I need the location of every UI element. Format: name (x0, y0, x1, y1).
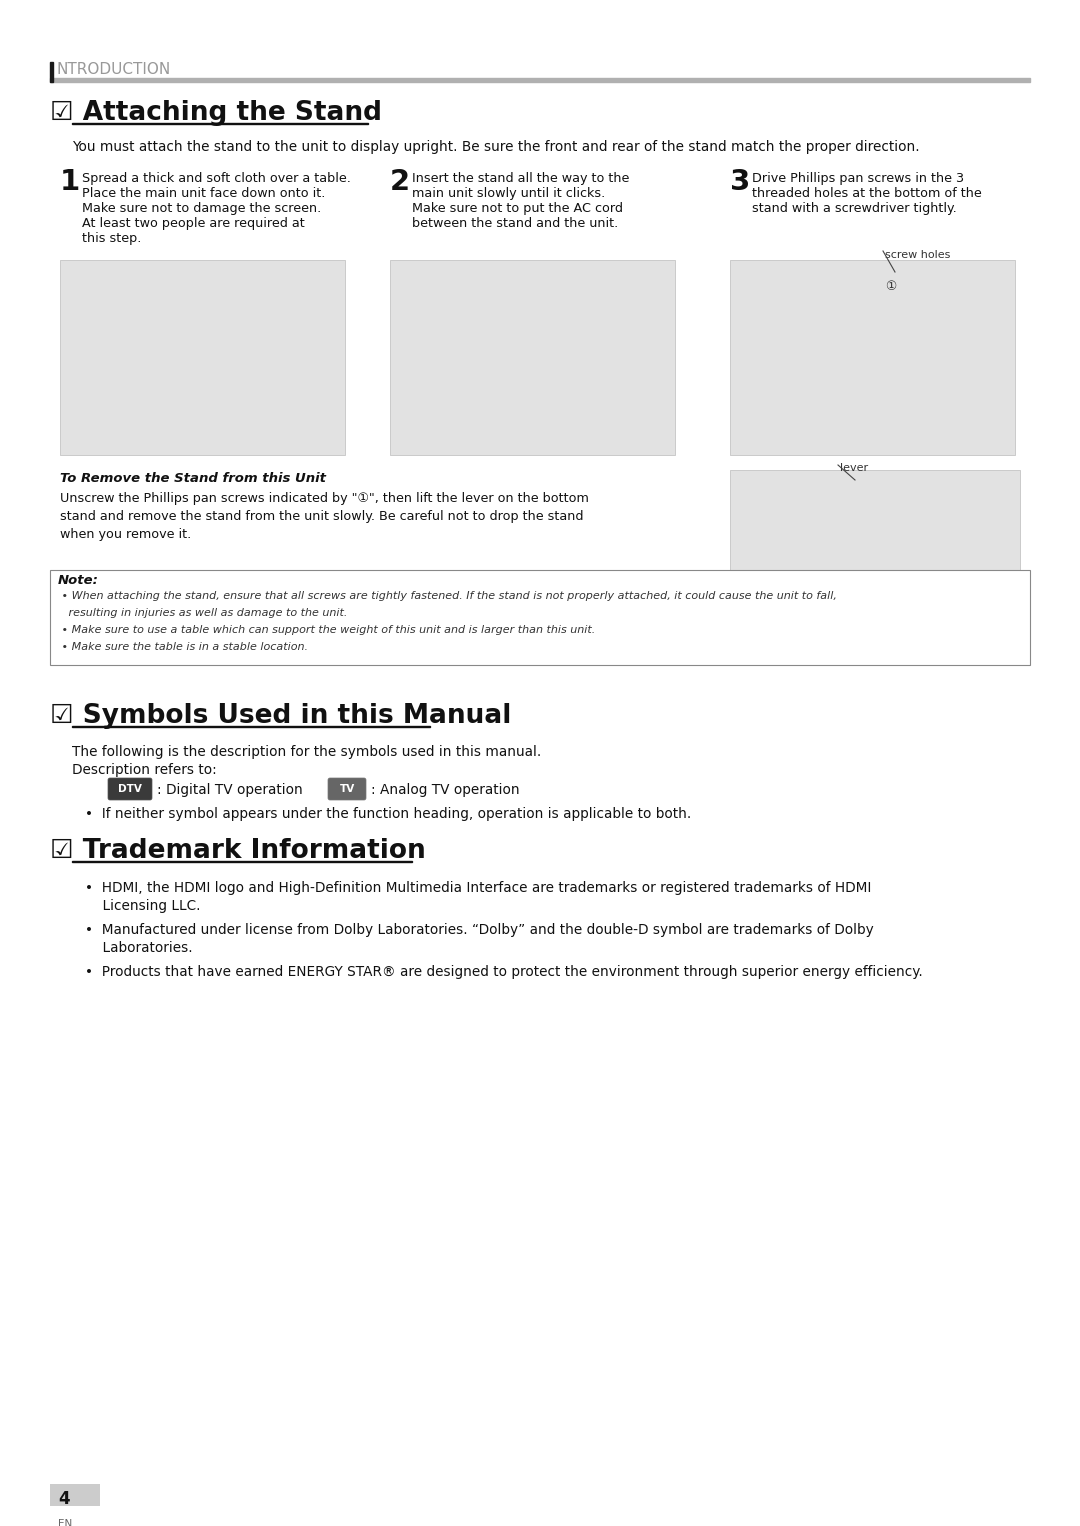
Bar (50, 571, 1030, 665)
Text: Make sure not to damage the screen.: Make sure not to damage the screen. (82, 201, 321, 215)
Text: EN: EN (58, 1518, 72, 1526)
Text: ☑ Trademark Information: ☑ Trademark Information (50, 838, 426, 864)
Text: threaded holes at the bottom of the: threaded holes at the bottom of the (752, 188, 982, 200)
Text: resulting in injuries as well as damage to the unit.: resulting in injuries as well as damage … (58, 607, 348, 618)
Text: ①: ① (886, 279, 896, 293)
FancyBboxPatch shape (108, 778, 152, 800)
Text: •  If neither symbol appears under the function heading, operation is applicable: • If neither symbol appears under the fu… (85, 807, 691, 821)
Text: •  HDMI, the HDMI logo and High-Definition Multimedia Interface are trademarks o: • HDMI, the HDMI logo and High-Definitio… (85, 881, 872, 896)
Text: • When attaching the stand, ensure that all screws are tightly fastened. If the : • When attaching the stand, ensure that … (58, 591, 837, 601)
Text: : Analog TV operation: : Analog TV operation (372, 783, 519, 797)
Text: between the stand and the unit.: between the stand and the unit. (411, 217, 618, 230)
Text: •  Manufactured under license from Dolby Laboratories. “Dolby” and the double-D : • Manufactured under license from Dolby … (85, 923, 874, 937)
Text: lever: lever (840, 462, 868, 473)
Text: Insert the stand all the way to the: Insert the stand all the way to the (411, 172, 630, 185)
Text: You must attach the stand to the unit to display upright. Be sure the front and : You must attach the stand to the unit to… (72, 140, 920, 154)
Text: this step.: this step. (82, 232, 141, 246)
Text: Licensing LLC.: Licensing LLC. (85, 899, 201, 913)
Text: At least two people are required at: At least two people are required at (82, 217, 305, 230)
Text: main unit slowly until it clicks.: main unit slowly until it clicks. (411, 188, 605, 200)
Text: stand with a screwdriver tightly.: stand with a screwdriver tightly. (752, 201, 957, 215)
Text: Note:: Note: (58, 574, 99, 588)
Text: 4: 4 (58, 1489, 69, 1508)
Bar (730, 470, 1020, 610)
Text: ☑ Symbols Used in this Manual: ☑ Symbols Used in this Manual (50, 703, 511, 729)
Text: Unscrew the Phillips pan screws indicated by "①", then lift the lever on the bot: Unscrew the Phillips pan screws indicate… (60, 491, 589, 505)
Text: •  Products that have earned ENERGY STAR® are designed to protect the environmen: • Products that have earned ENERGY STAR®… (85, 964, 922, 980)
Bar (50, 1483, 100, 1506)
Bar (60, 259, 345, 455)
Text: DTV: DTV (118, 784, 141, 794)
Text: • Make sure to use a table which can support the weight of this unit and is larg: • Make sure to use a table which can sup… (58, 626, 595, 635)
Text: ☑ Attaching the Stand: ☑ Attaching the Stand (50, 101, 382, 127)
Text: The following is the description for the symbols used in this manual.: The following is the description for the… (72, 745, 541, 758)
Text: Make sure not to put the AC cord: Make sure not to put the AC cord (411, 201, 623, 215)
Text: 2: 2 (390, 168, 410, 195)
Bar (50, 78, 1030, 82)
Bar (390, 259, 675, 455)
Text: Drive Phillips pan screws in the 3: Drive Phillips pan screws in the 3 (752, 172, 964, 185)
Text: Laboratories.: Laboratories. (85, 942, 192, 955)
Text: Place the main unit face down onto it.: Place the main unit face down onto it. (82, 188, 325, 200)
Text: stand and remove the stand from the unit slowly. Be careful not to drop the stan: stand and remove the stand from the unit… (60, 510, 583, 523)
Text: 1: 1 (60, 168, 80, 195)
Text: when you remove it.: when you remove it. (60, 528, 191, 542)
Text: screw holes: screw holes (885, 250, 950, 259)
Text: : Digital TV operation: : Digital TV operation (157, 783, 302, 797)
Text: TV: TV (339, 784, 354, 794)
Bar (730, 259, 1015, 455)
FancyBboxPatch shape (328, 778, 366, 800)
Text: • Make sure the table is in a stable location.: • Make sure the table is in a stable loc… (58, 642, 308, 652)
Text: NTRODUCTION: NTRODUCTION (56, 63, 171, 76)
Text: To Remove the Stand from this Unit: To Remove the Stand from this Unit (60, 472, 326, 485)
Text: 3: 3 (730, 168, 751, 195)
Bar (50, 63, 53, 82)
Text: Description refers to:: Description refers to: (72, 763, 217, 777)
Text: Spread a thick and soft cloth over a table.: Spread a thick and soft cloth over a tab… (82, 172, 351, 185)
